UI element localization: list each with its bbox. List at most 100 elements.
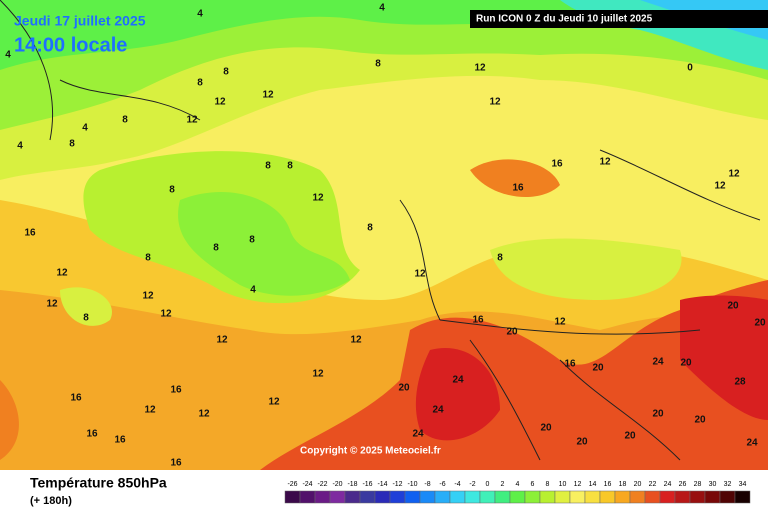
contour-label: 8 xyxy=(69,139,75,150)
footer-title: Température 850hPa xyxy=(30,475,167,491)
legend-label: -16 xyxy=(362,481,372,488)
legend-swatch xyxy=(644,490,661,504)
contour-label: 16 xyxy=(170,385,182,396)
run-box xyxy=(470,10,768,28)
contour-label: 16 xyxy=(114,435,126,446)
legend-swatch xyxy=(719,490,736,504)
contour-label: 4 xyxy=(250,285,256,296)
contour-label: 8 xyxy=(265,161,271,172)
legend-label: 20 xyxy=(634,481,642,488)
legend-label: 8 xyxy=(546,481,550,488)
contour-label: 20 xyxy=(592,363,604,374)
contour-label: 12 xyxy=(216,335,228,346)
legend-swatch xyxy=(689,490,706,504)
run-info: Run ICON 0 Z du Jeudi 10 juillet 2025 xyxy=(476,14,653,25)
contour-label: 8 xyxy=(497,253,503,264)
legend-swatch xyxy=(584,490,601,504)
legend-label: 24 xyxy=(664,481,672,488)
legend-label: -4 xyxy=(454,481,460,488)
legend-label: -6 xyxy=(439,481,445,488)
legend-label: -10 xyxy=(407,481,417,488)
legend-swatch xyxy=(524,490,541,504)
contour-label: 4 xyxy=(379,3,385,14)
legend-label: -8 xyxy=(424,481,430,488)
contour-label: 8 xyxy=(122,115,128,126)
contour-label: 12 xyxy=(599,157,611,168)
contour-label: 12 xyxy=(728,169,740,180)
contour-label: 8 xyxy=(169,185,175,196)
contour-label: 24 xyxy=(412,429,424,440)
legend-swatch xyxy=(449,490,466,504)
contour-label: 8 xyxy=(367,223,373,234)
legend-swatch xyxy=(509,490,526,504)
contour-label: 4 xyxy=(5,50,11,61)
contour-label: 16 xyxy=(70,393,82,404)
contour-label: 24 xyxy=(452,375,464,386)
legend-swatch xyxy=(389,490,406,504)
contour-label: 24 xyxy=(432,405,444,416)
legend-label: -12 xyxy=(392,481,402,488)
contour-label: 12 xyxy=(214,97,226,108)
legend-swatch xyxy=(464,490,481,504)
contour-label: 12 xyxy=(198,409,210,420)
legend-label: -2 xyxy=(469,481,475,488)
contour-label: 20 xyxy=(694,415,706,426)
contour-label: 12 xyxy=(350,335,362,346)
legend-swatch xyxy=(554,490,571,504)
legend-label: 30 xyxy=(709,481,717,488)
contour-label: 8 xyxy=(249,235,255,246)
contour-label: 20 xyxy=(652,409,664,420)
legend-label: 34 xyxy=(739,481,747,488)
contour-label: 12 xyxy=(714,181,726,192)
contour-label: 16 xyxy=(512,183,524,194)
contour-label: 4 xyxy=(17,141,23,152)
contour-label: 28 xyxy=(734,377,746,388)
contour-label: 8 xyxy=(145,253,151,264)
contour-label: 12 xyxy=(56,268,68,279)
legend-label: 26 xyxy=(679,481,687,488)
legend-swatch xyxy=(329,490,346,504)
contour-label: 20 xyxy=(506,327,518,338)
legend-swatch xyxy=(629,490,646,504)
legend-label: -22 xyxy=(317,481,327,488)
map-time: 14:00 locale xyxy=(14,34,127,56)
legend-swatch xyxy=(359,490,376,504)
contour-label: 8 xyxy=(197,78,203,89)
legend-label: -24 xyxy=(302,481,312,488)
contour-label: 20 xyxy=(624,431,636,442)
contour-label: 12 xyxy=(268,397,280,408)
contour-label: 20 xyxy=(540,423,552,434)
contour-label: 8 xyxy=(223,67,229,78)
contour-label: 20 xyxy=(680,358,692,369)
contour-label: 16 xyxy=(170,458,182,469)
legend-label: 0 xyxy=(486,481,490,488)
contour-label: 12 xyxy=(312,193,324,204)
legend-label: 2 xyxy=(501,481,505,488)
contour-label: 12 xyxy=(489,97,501,108)
legend-swatch xyxy=(419,490,436,504)
legend-swatch xyxy=(344,490,361,504)
contour-label: 12 xyxy=(144,405,156,416)
legend-swatch xyxy=(704,490,721,504)
legend-swatch xyxy=(404,490,421,504)
contour-label: 20 xyxy=(727,301,739,312)
copyright: Copyright © 2025 Meteociel.fr xyxy=(300,446,441,457)
legend-label: 14 xyxy=(589,481,597,488)
legend-label: -20 xyxy=(332,481,342,488)
legend-swatch xyxy=(539,490,556,504)
legend-swatch xyxy=(614,490,631,504)
contour-label: 24 xyxy=(652,357,664,368)
legend-swatch xyxy=(494,490,511,504)
legend-swatch xyxy=(599,490,616,504)
legend-swatch xyxy=(734,490,751,504)
legend-swatch xyxy=(659,490,676,504)
legend-label: 28 xyxy=(694,481,702,488)
legend-label: 4 xyxy=(516,481,520,488)
contour-label: 12 xyxy=(554,317,566,328)
contour-label: 24 xyxy=(746,438,758,449)
contour-label: 12 xyxy=(160,309,172,320)
contour-label: 20 xyxy=(398,383,410,394)
contour-label: 16 xyxy=(86,429,98,440)
